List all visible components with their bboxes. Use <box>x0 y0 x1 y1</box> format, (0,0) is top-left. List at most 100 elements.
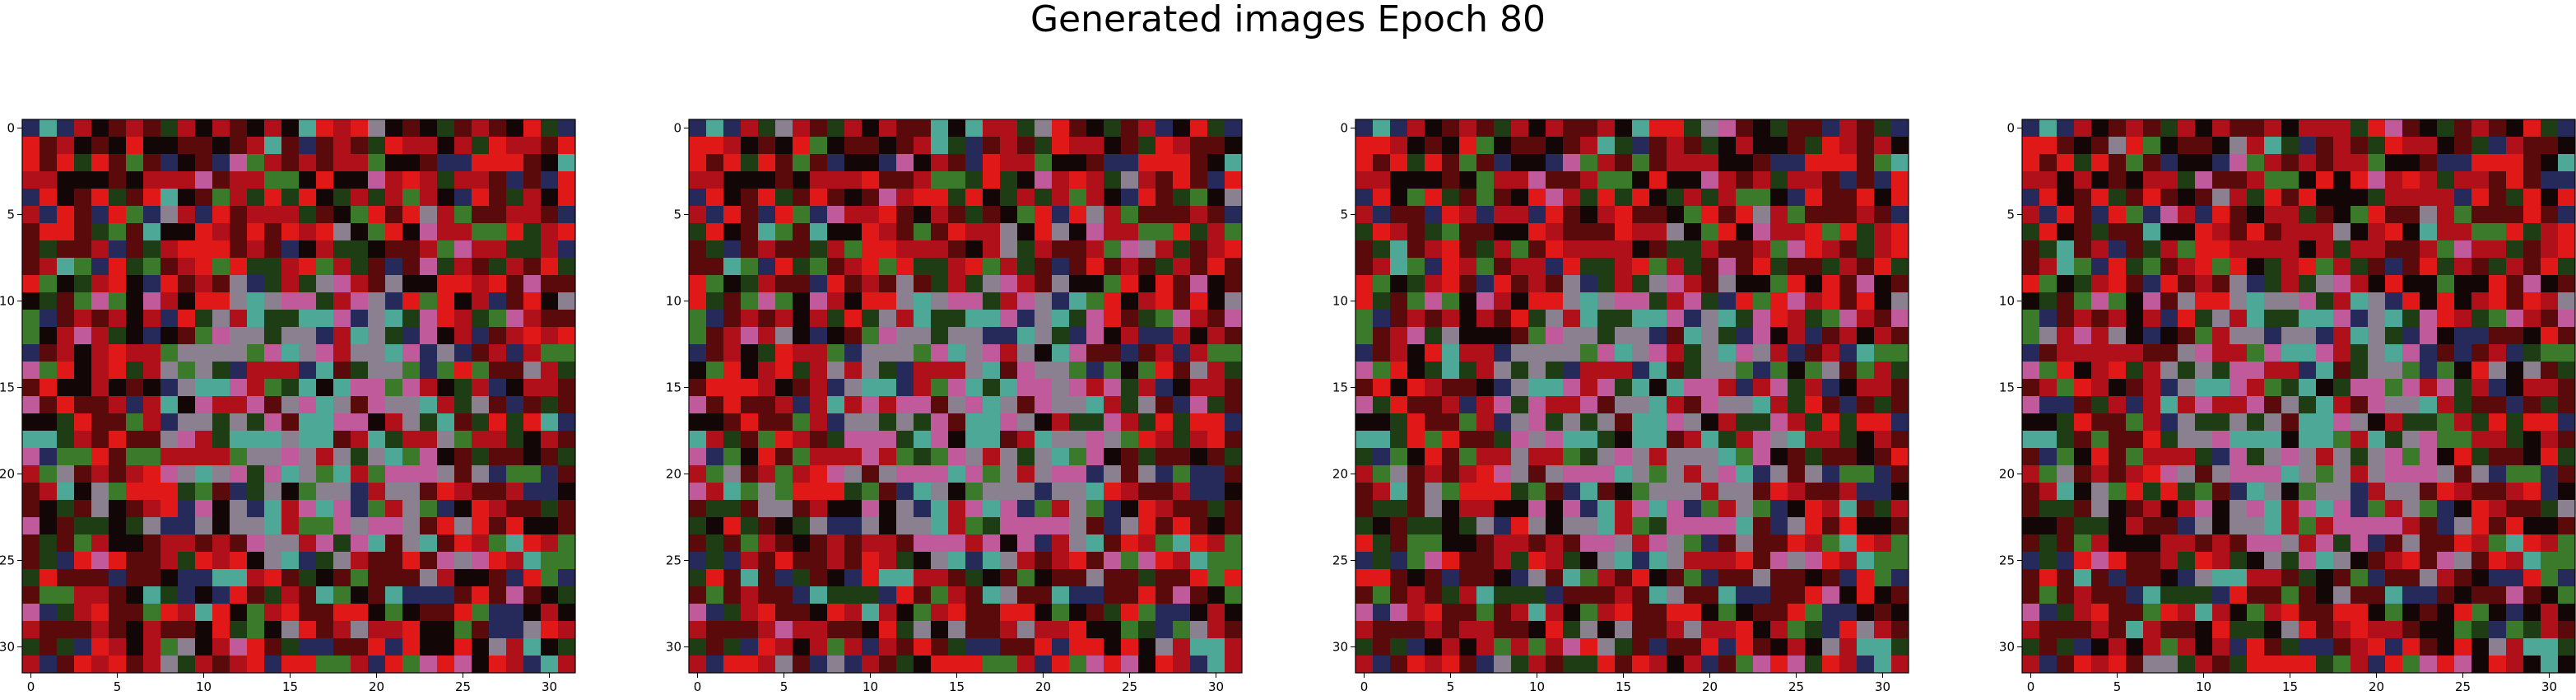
pixel-cell <box>1390 413 1408 432</box>
pixel-cell <box>212 396 230 414</box>
pixel-cell <box>1511 258 1529 276</box>
pixel-cell <box>879 327 897 345</box>
pixel-cell <box>2195 534 2213 553</box>
pixel-cell <box>2195 638 2213 656</box>
pixel-cell <box>264 396 282 414</box>
pixel-cell <box>1770 569 1788 587</box>
pixel-cell <box>437 517 455 535</box>
pixel-cell <box>523 413 542 432</box>
pixel-cell <box>230 362 248 380</box>
pixel-cell <box>368 137 386 155</box>
pixel-cell <box>1207 240 1225 259</box>
pixel-cell <box>1718 137 1737 155</box>
pixel-cell <box>1086 534 1104 553</box>
pixel-cell <box>758 621 776 639</box>
pixel-cell <box>2454 534 2472 553</box>
pixel-cell <box>2247 275 2265 293</box>
pixel-cell <box>741 240 759 259</box>
pixel-cell <box>1770 621 1788 639</box>
pixel-cell <box>2316 171 2334 189</box>
pixel-cell <box>420 500 438 518</box>
pixel-cell <box>1857 604 1875 622</box>
pixel-cell <box>1425 517 1443 535</box>
pixel-cell <box>689 586 707 604</box>
pixel-cell <box>914 189 932 207</box>
pixel-cell <box>1035 396 1053 414</box>
pixel-cell <box>2074 327 2092 345</box>
pixel-cell <box>1736 137 1754 155</box>
y-tick-label: 30 <box>1332 640 1348 655</box>
pixel-cell <box>1788 483 1806 501</box>
pixel-cell <box>2160 569 2178 587</box>
pixel-cell <box>1069 534 1087 553</box>
pixel-cell <box>143 586 161 604</box>
pixel-cell <box>793 379 811 397</box>
pixel-cell <box>2471 656 2490 674</box>
pixel-cell <box>1052 206 1070 224</box>
pixel-cell <box>1086 189 1104 207</box>
pixel-cell <box>1805 344 1823 362</box>
pixel-cell <box>212 154 230 172</box>
pixel-cell <box>143 534 161 553</box>
pixel-cell <box>2385 500 2403 518</box>
pixel-cell <box>844 327 863 345</box>
pixel-cell <box>247 154 265 172</box>
pixel-cell <box>1017 171 1035 189</box>
pixel-cell <box>706 137 724 155</box>
pixel-cell <box>1528 500 1546 518</box>
pixel-cell <box>2299 483 2317 501</box>
pixel-cell <box>160 638 179 656</box>
pixel-cell <box>2523 638 2541 656</box>
pixel-cell <box>689 206 707 224</box>
pixel-cell <box>454 292 472 310</box>
pixel-cell <box>2385 189 2403 207</box>
pixel-cell <box>914 448 932 466</box>
pixel-cell <box>2160 431 2178 449</box>
pixel-cell <box>2126 517 2144 535</box>
pixel-cell <box>2333 258 2351 276</box>
pixel-cell <box>896 465 914 483</box>
pixel-cell <box>351 586 369 604</box>
pixel-cell <box>1425 206 1443 224</box>
pixel-cell <box>195 483 213 501</box>
pixel-cell <box>965 258 983 276</box>
pixel-cell <box>689 119 707 138</box>
pixel-cell <box>1407 396 1425 414</box>
pixel-cell <box>523 189 542 207</box>
pixel-cell <box>1546 413 1564 432</box>
pixel-cell <box>368 344 386 362</box>
pixel-cell <box>2471 137 2490 155</box>
pixel-cell <box>2091 223 2109 241</box>
pixel-cell <box>368 223 386 241</box>
pixel-cell <box>1718 189 1737 207</box>
pixel-cell <box>844 275 863 293</box>
pixel-cell <box>2126 206 2144 224</box>
pixel-cell <box>931 431 949 449</box>
pixel-cell <box>793 656 811 674</box>
pixel-cell <box>931 223 949 241</box>
pixel-cell <box>333 137 351 155</box>
pixel-cell <box>844 483 863 501</box>
pixel-cell <box>2523 275 2541 293</box>
pixel-cell <box>385 292 403 310</box>
pixel-cell <box>2299 552 2317 570</box>
pixel-cell <box>2212 206 2230 224</box>
pixel-cell <box>1121 621 1139 639</box>
pixel-cell <box>1805 483 1823 501</box>
pixel-cell <box>1138 552 1156 570</box>
pixel-cell <box>454 500 472 518</box>
pixel-cell <box>126 154 144 172</box>
pixel-cell <box>689 396 707 414</box>
pixel-cell <box>1546 362 1564 380</box>
pixel-cell <box>558 534 576 553</box>
pixel-cell <box>2437 189 2455 207</box>
pixel-cell <box>948 431 966 449</box>
pixel-cell <box>2074 413 2092 432</box>
pixel-cell <box>1770 327 1788 345</box>
pixel-cell <box>2178 258 2196 276</box>
pixel-cell <box>1718 621 1737 639</box>
pixel-cell <box>914 604 932 622</box>
pixel-cell <box>472 223 490 241</box>
pixel-cell <box>1390 344 1408 362</box>
pixel-cell <box>1615 137 1633 155</box>
